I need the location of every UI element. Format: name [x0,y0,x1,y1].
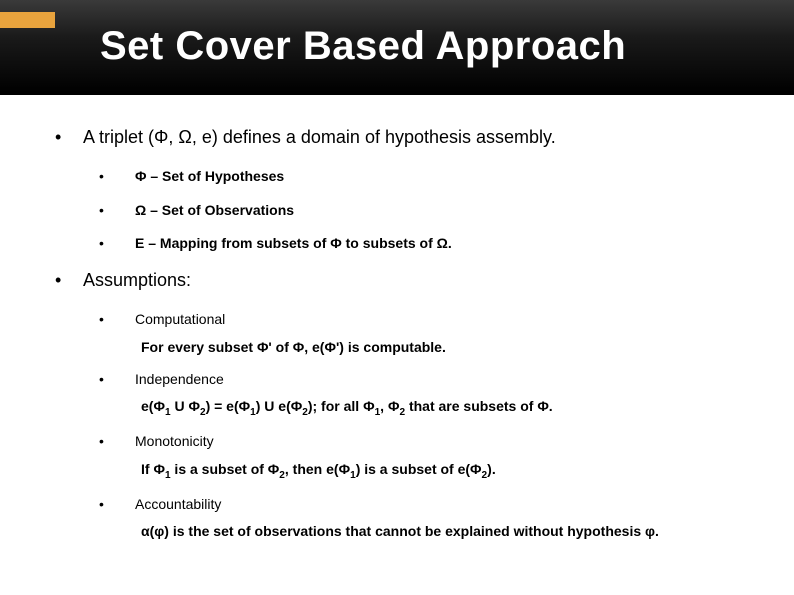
bullet-detail: α(φ) is the set of observations that can… [141,522,754,542]
bullet-lvl2: • E – Mapping from subsets of Φ to subse… [99,234,754,254]
bullet-detail: For every subset Φ' of Φ, e(Φ') is compu… [141,338,754,358]
bullet-marker: • [99,432,135,452]
bullet-lvl2: • Computational [99,310,754,330]
sub-bullets: • Φ – Set of Hypotheses • Ω – Set of Obs… [99,167,754,254]
bullet-lvl2: • Φ – Set of Hypotheses [99,167,754,187]
bullet-text: A triplet (Φ, Ω, e) defines a domain of … [83,125,556,149]
bullet-text: Ω – Set of Observations [135,201,294,221]
bullet-lvl1: • A triplet (Φ, Ω, e) defines a domain o… [55,125,754,149]
bullet-lvl2: • Monotonicity [99,432,754,452]
bullet-text: Φ – Set of Hypotheses [135,167,284,187]
slide-content: • A triplet (Φ, Ω, e) defines a domain o… [0,95,794,574]
bullet-lvl2: • Accountability [99,495,754,515]
slide-title: Set Cover Based Approach [100,24,626,69]
bullet-lvl1: • Assumptions: [55,268,754,292]
bullet-text: Accountability [135,495,221,515]
bullet-marker: • [99,167,135,187]
bullet-lvl2: • Independence [99,370,754,390]
accent-bar [0,12,55,28]
bullet-text: Computational [135,310,225,330]
bullet-marker: • [99,234,135,254]
slide: Set Cover Based Approach • A triplet (Φ,… [0,0,794,595]
bullet-text: E – Mapping from subsets of Φ to subsets… [135,234,452,254]
bullet-marker: • [99,310,135,330]
bullet-text: Independence [135,370,224,390]
bullet-marker: • [99,495,135,515]
slide-header: Set Cover Based Approach [0,0,794,95]
bullet-marker: • [99,201,135,221]
bullet-detail: e(Φ1 U Φ2) = e(Φ1) U e(Φ2); for all Φ1, … [141,397,754,420]
bullet-text: Monotonicity [135,432,214,452]
sub-bullets: • Computational For every subset Φ' of Φ… [99,310,754,541]
bullet-marker: • [99,370,135,390]
bullet-marker: • [55,268,83,292]
bullet-text: Assumptions: [83,268,191,292]
bullet-marker: • [55,125,83,149]
bullet-lvl2: • Ω – Set of Observations [99,201,754,221]
bullet-detail: If Φ1 is a subset of Φ2, then e(Φ1) is a… [141,460,754,483]
